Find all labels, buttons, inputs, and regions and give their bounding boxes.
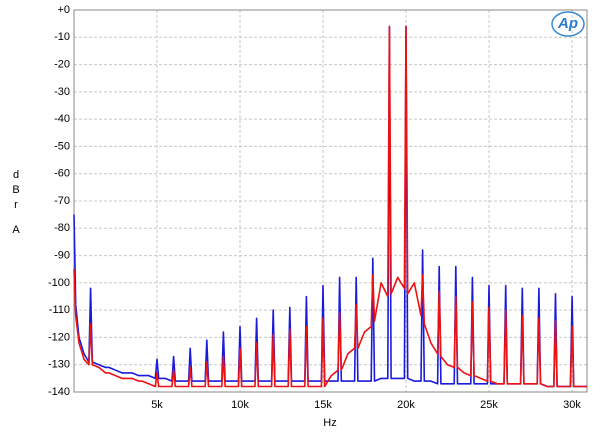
y-axis-label: B <box>12 184 19 196</box>
y-tick-label: -30 <box>54 86 70 98</box>
y-tick-label: -110 <box>49 304 70 316</box>
y-tick-label: -100 <box>48 277 70 289</box>
x-tick-label: 30k <box>563 399 581 411</box>
x-tick-label: 10k <box>231 399 249 411</box>
logo: Ap <box>551 11 585 37</box>
y-tick-label: -90 <box>54 249 70 261</box>
logo-ring <box>551 11 585 37</box>
y-axis-label: r <box>14 199 18 211</box>
x-axis-label: Hz <box>323 417 336 429</box>
y-tick-label: -40 <box>54 113 70 125</box>
x-tick-label: 25k <box>480 399 498 411</box>
y-tick-label: -120 <box>48 331 70 343</box>
y-tick-label: -130 <box>48 359 70 371</box>
y-tick-label: -10 <box>54 31 70 43</box>
y-tick-label: -60 <box>54 168 70 180</box>
y-tick-label: -20 <box>54 58 70 70</box>
y-tick-label: -50 <box>54 140 70 152</box>
logo-text: Ap <box>557 15 578 32</box>
x-tick-label: 20k <box>397 399 415 411</box>
y-tick-label: -140 <box>48 386 70 398</box>
spectrum-line <box>73 25 587 388</box>
y-tick-label: -80 <box>54 222 70 234</box>
y-axis-label: A <box>12 224 20 236</box>
plot-frame <box>73 9 588 393</box>
y-tick-label: +0 <box>57 4 70 16</box>
x-tick-label: 5k <box>151 399 163 411</box>
x-tick-label: 15k <box>314 399 332 411</box>
y-tick-label: -70 <box>54 195 70 207</box>
y-axis-label: d <box>13 169 19 181</box>
